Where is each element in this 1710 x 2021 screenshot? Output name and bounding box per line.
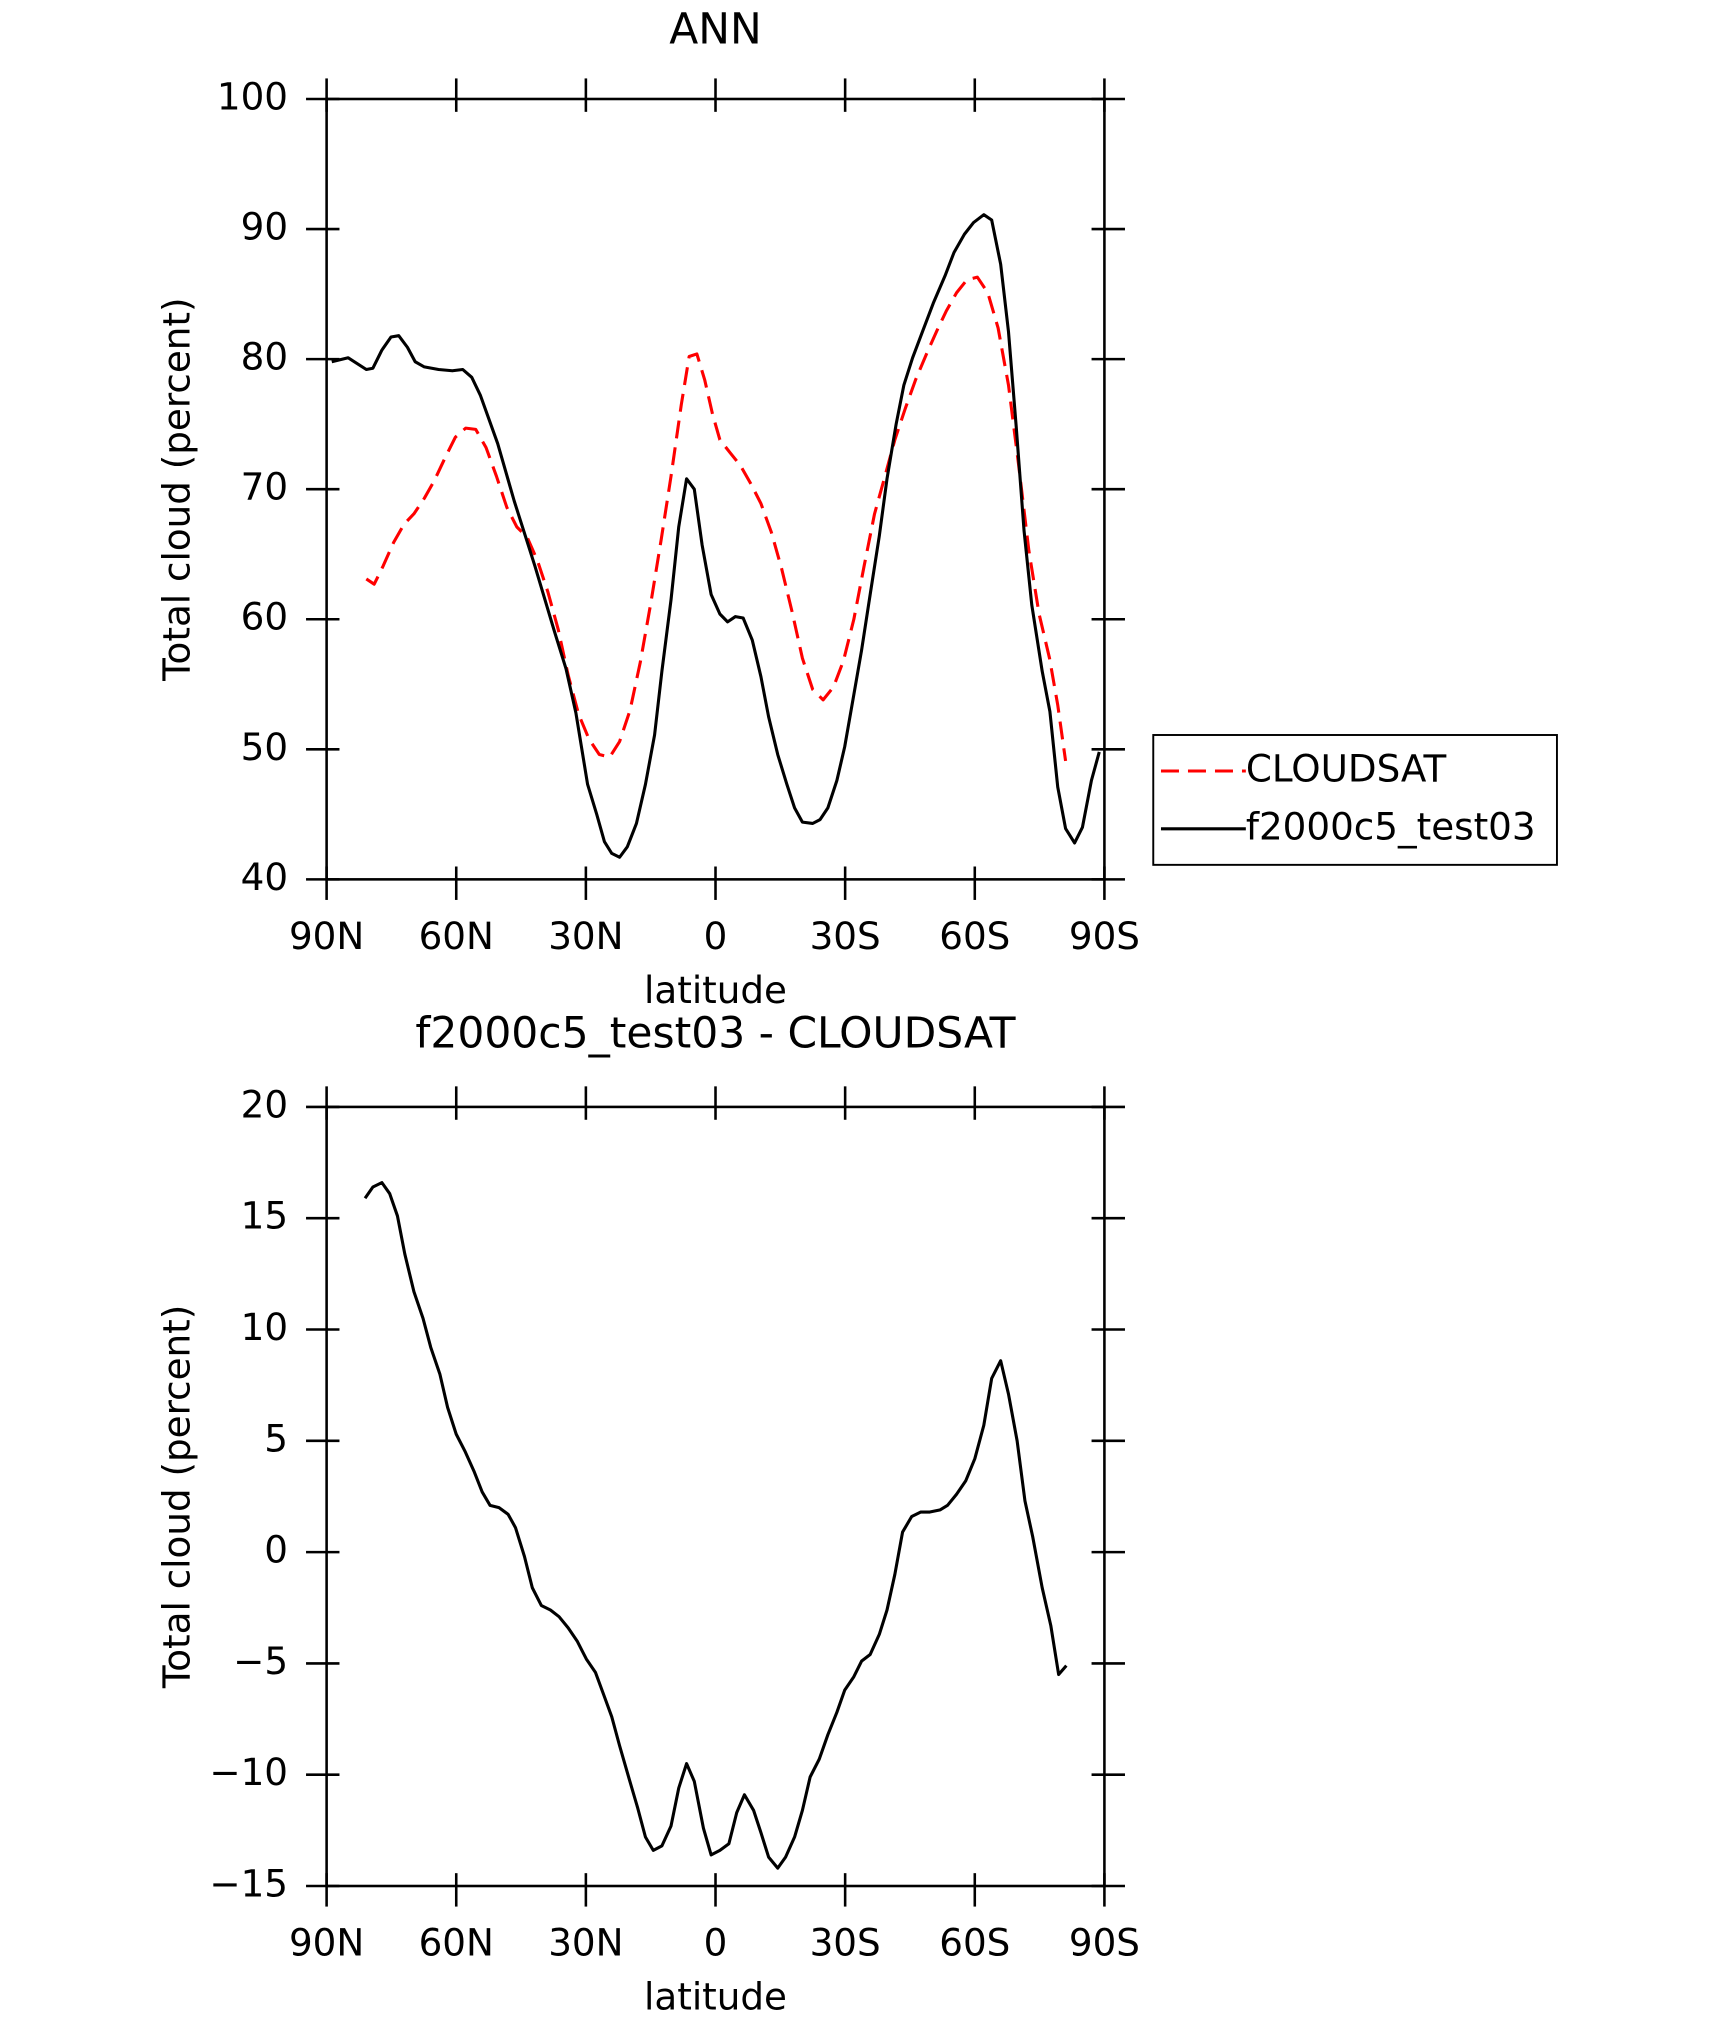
y-tick-label: 80: [241, 335, 288, 379]
y-tick-label: 10: [241, 1305, 288, 1349]
x-tick-label: 90N: [289, 914, 364, 958]
y-tick-label: 90: [241, 205, 288, 249]
legend-label: f2000c5_test03: [1246, 804, 1536, 848]
y-tick-label: 15: [241, 1194, 288, 1238]
plot-frame: [325, 1105, 1106, 1888]
y-tick-label: −15: [209, 1862, 288, 1906]
x-tick-label: 90N: [289, 1921, 364, 1965]
x-tick-label: 30S: [810, 1921, 881, 1965]
y-tick-label: 40: [241, 855, 288, 899]
x-axis-label: latitude: [644, 1975, 787, 2019]
y-axis-label: Total cloud (percent): [154, 297, 198, 681]
y-tick-label: 70: [241, 465, 288, 509]
data-line: [331, 213, 1101, 859]
y-tick-label: 5: [264, 1416, 288, 1460]
y-tick-label: 0: [264, 1528, 288, 1572]
x-tick-label: 30N: [548, 1921, 623, 1965]
y-tick-label: 60: [241, 595, 288, 639]
data-line: [365, 275, 1068, 762]
x-tick-label: 60N: [419, 1921, 494, 1965]
x-tick-label: 30N: [548, 914, 623, 958]
x-tick-label: 90S: [1069, 1921, 1140, 1965]
x-tick-label: 60N: [419, 914, 494, 958]
y-tick-label: 100: [217, 74, 288, 118]
y-tick-label: −10: [209, 1750, 288, 1794]
x-tick-label: 30S: [810, 914, 881, 958]
legend-label: CLOUDSAT: [1246, 746, 1447, 790]
x-tick-label: 60S: [939, 914, 1010, 958]
legend-box: [1152, 734, 1558, 866]
x-tick-label: 90S: [1069, 914, 1140, 958]
chart-title: f2000c5_test03 - CLOUDSAT: [415, 1010, 1016, 1059]
y-tick-label: 50: [241, 725, 288, 769]
x-tick-label: 0: [704, 914, 728, 958]
x-tick-label: 0: [704, 1921, 728, 1965]
chart-title: ANN: [669, 6, 761, 55]
x-tick-label: 60S: [939, 1921, 1010, 1965]
x-axis-label: latitude: [644, 968, 787, 1012]
y-tick-label: −5: [233, 1639, 288, 1683]
data-line: [363, 1181, 1068, 1870]
y-axis-label: Total cloud (percent): [154, 1305, 198, 1689]
y-tick-label: 20: [241, 1082, 288, 1126]
